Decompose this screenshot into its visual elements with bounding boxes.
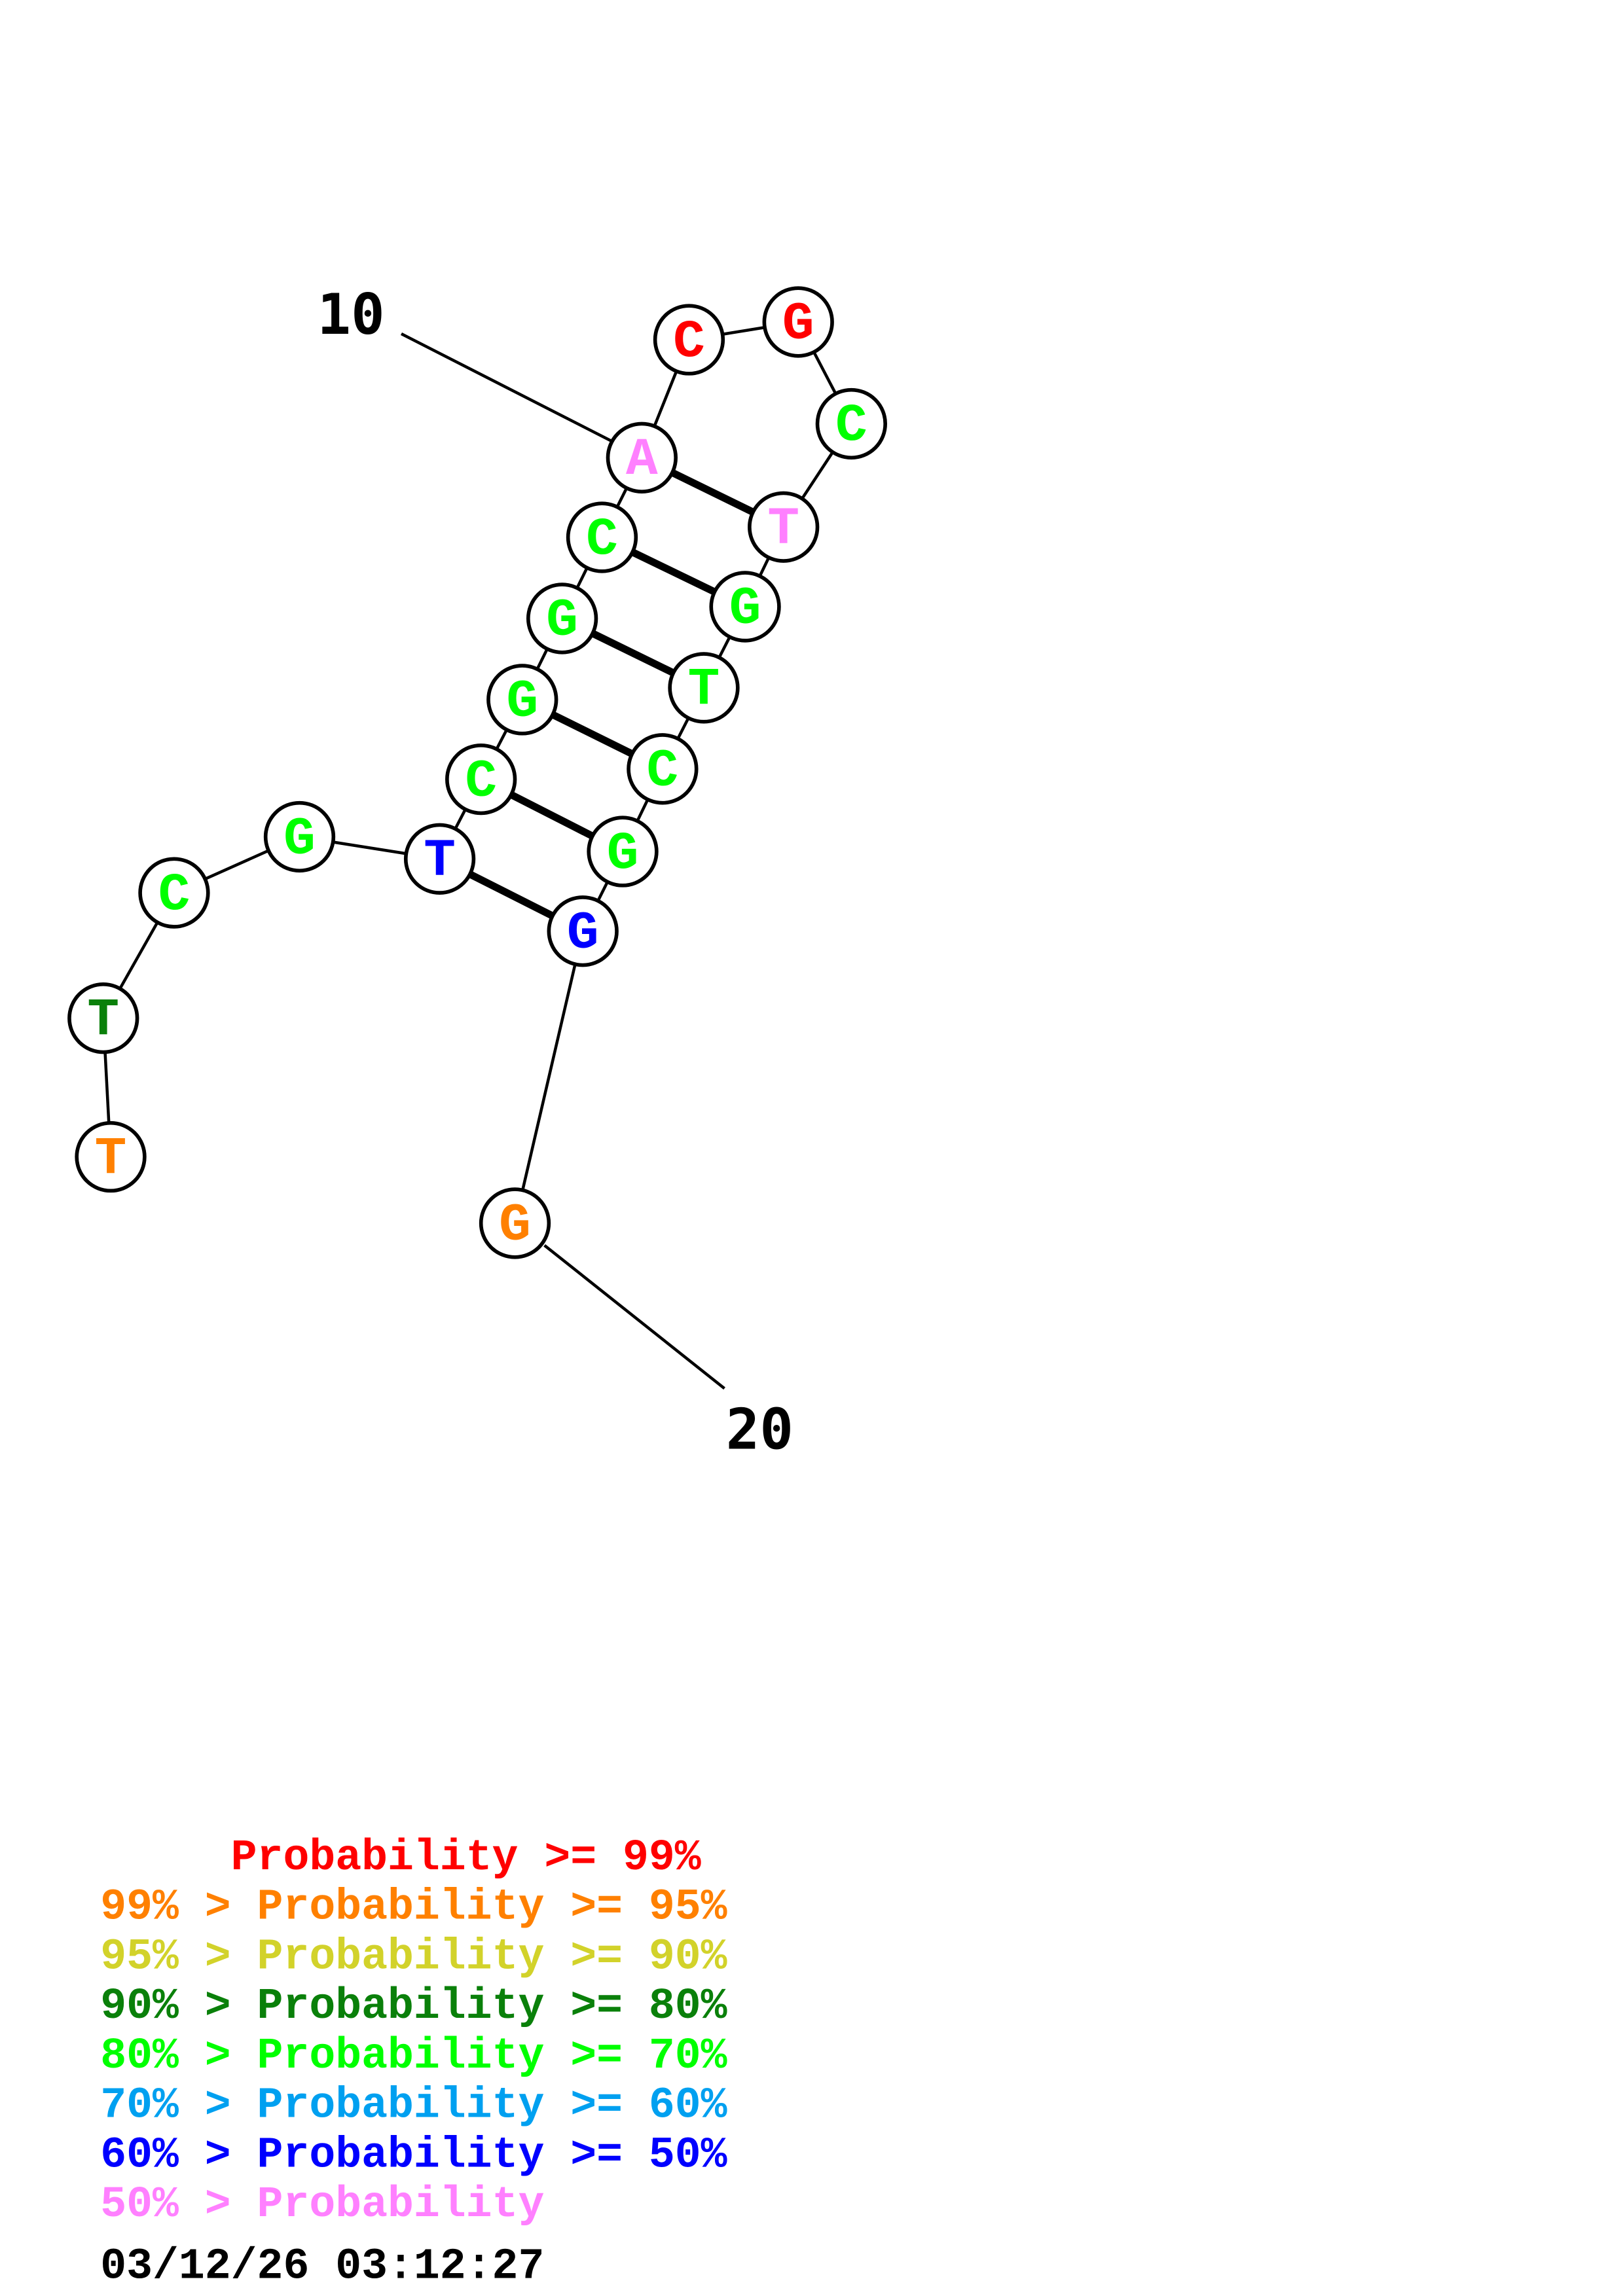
nucleotide-base: C — [158, 865, 191, 925]
nucleotide-base: G — [567, 904, 599, 964]
nucleotide-base: G — [729, 579, 761, 639]
nucleotide-6: C — [445, 743, 517, 816]
nucleotide-base: G — [506, 672, 538, 732]
nucleotide-4: G — [263, 800, 336, 873]
nucleotide-base: G — [283, 809, 316, 869]
nucleotide-base: T — [767, 499, 799, 560]
nucleotide-circle — [526, 583, 598, 655]
nucleotide-base: C — [673, 312, 705, 372]
legend-entry: 99% > Probability >= 95% — [100, 1883, 727, 1932]
nucleotide-circle — [547, 895, 619, 967]
nucleotide-base: T — [688, 660, 720, 721]
nucleotide-base: T — [424, 831, 456, 891]
position-10-label: 10 — [318, 283, 385, 348]
nucleotide-15: G — [709, 571, 781, 643]
nucleotide-circle — [709, 571, 781, 643]
nucleotide-base: C — [465, 751, 497, 812]
nucleotide-circle — [75, 1121, 147, 1193]
nucleotide-circle — [627, 733, 699, 805]
nucleotide-circle — [762, 286, 834, 358]
nucleotide-circle — [653, 304, 725, 376]
nucleotide-2: T — [67, 982, 139, 1054]
position-20-tick — [543, 1244, 725, 1390]
nucleotide-circle — [587, 816, 659, 888]
nucleotide-circle — [668, 652, 740, 724]
probability-legend: Probability >= 99%99% > Probability >= 9… — [100, 1833, 727, 2229]
nucleotide-circle — [606, 422, 678, 493]
legend-entry: 80% > Probability >= 70% — [100, 2032, 727, 2081]
nucleotide-16: T — [668, 652, 740, 724]
nucleotide-base: G — [782, 295, 814, 355]
nucleotide-circle — [67, 982, 139, 1054]
nucleotide-17: C — [627, 733, 699, 805]
nucleotide-5: T — [403, 823, 476, 895]
nucleotide-circle — [479, 1187, 551, 1259]
nucleotide-10: A — [606, 422, 678, 493]
nucleotide-14: T — [748, 491, 820, 563]
nucleotide-20: G — [479, 1187, 551, 1259]
legend-entry: 95% > Probability >= 90% — [100, 1932, 727, 1981]
nucleotide-circle — [815, 387, 887, 460]
nucleotide-base: G — [499, 1196, 531, 1256]
nucleotide-13: C — [815, 387, 887, 460]
nucleotide-circle — [486, 664, 558, 736]
nucleotide-base: G — [546, 591, 578, 651]
nucleotide-3: C — [138, 857, 210, 929]
nucleotide-circle — [566, 501, 638, 573]
nucleotide-8: G — [526, 583, 598, 655]
nucleotide-9: C — [566, 501, 638, 573]
nucleotide-base: A — [626, 430, 658, 490]
nucleotide-circle — [263, 800, 336, 873]
nucleotide-19: G — [547, 895, 619, 967]
backbone-segment — [513, 931, 585, 1224]
position-10-tick — [400, 332, 613, 443]
nucleotide-circle — [748, 491, 820, 563]
legend-entry: 50% > Probability — [100, 2180, 544, 2229]
legend-entry: Probability >= 99% — [100, 1833, 701, 1882]
nucleotide-18: G — [587, 816, 659, 888]
nucleotide-11: C — [653, 304, 725, 376]
nucleotide-circle — [445, 743, 517, 816]
position-labels: 10 20 — [318, 283, 793, 1463]
position-20-label: 20 — [726, 1398, 793, 1463]
nucleotide-base: T — [95, 1129, 127, 1189]
nucleotide-base: C — [835, 396, 867, 456]
legend-entry: 60% > Probability >= 50% — [100, 2130, 727, 2179]
legend-entry: 70% > Probability >= 60% — [100, 2081, 727, 2130]
nucleotide-1: T — [75, 1121, 147, 1193]
nucleotide-base: G — [607, 824, 639, 884]
nucleotide-base: T — [87, 990, 119, 1050]
nucleotide-12: G — [762, 286, 834, 358]
nucleotide-base: C — [586, 510, 618, 570]
nucleotide-circle — [138, 857, 210, 929]
timestamp: 03/12/26 03:12:27 — [100, 2242, 544, 2291]
nucleotide-7: G — [486, 664, 558, 736]
nucleotide-base: C — [647, 742, 679, 802]
nucleotide-circle — [403, 823, 476, 895]
legend-entry: 90% > Probability >= 80% — [100, 1982, 727, 2031]
